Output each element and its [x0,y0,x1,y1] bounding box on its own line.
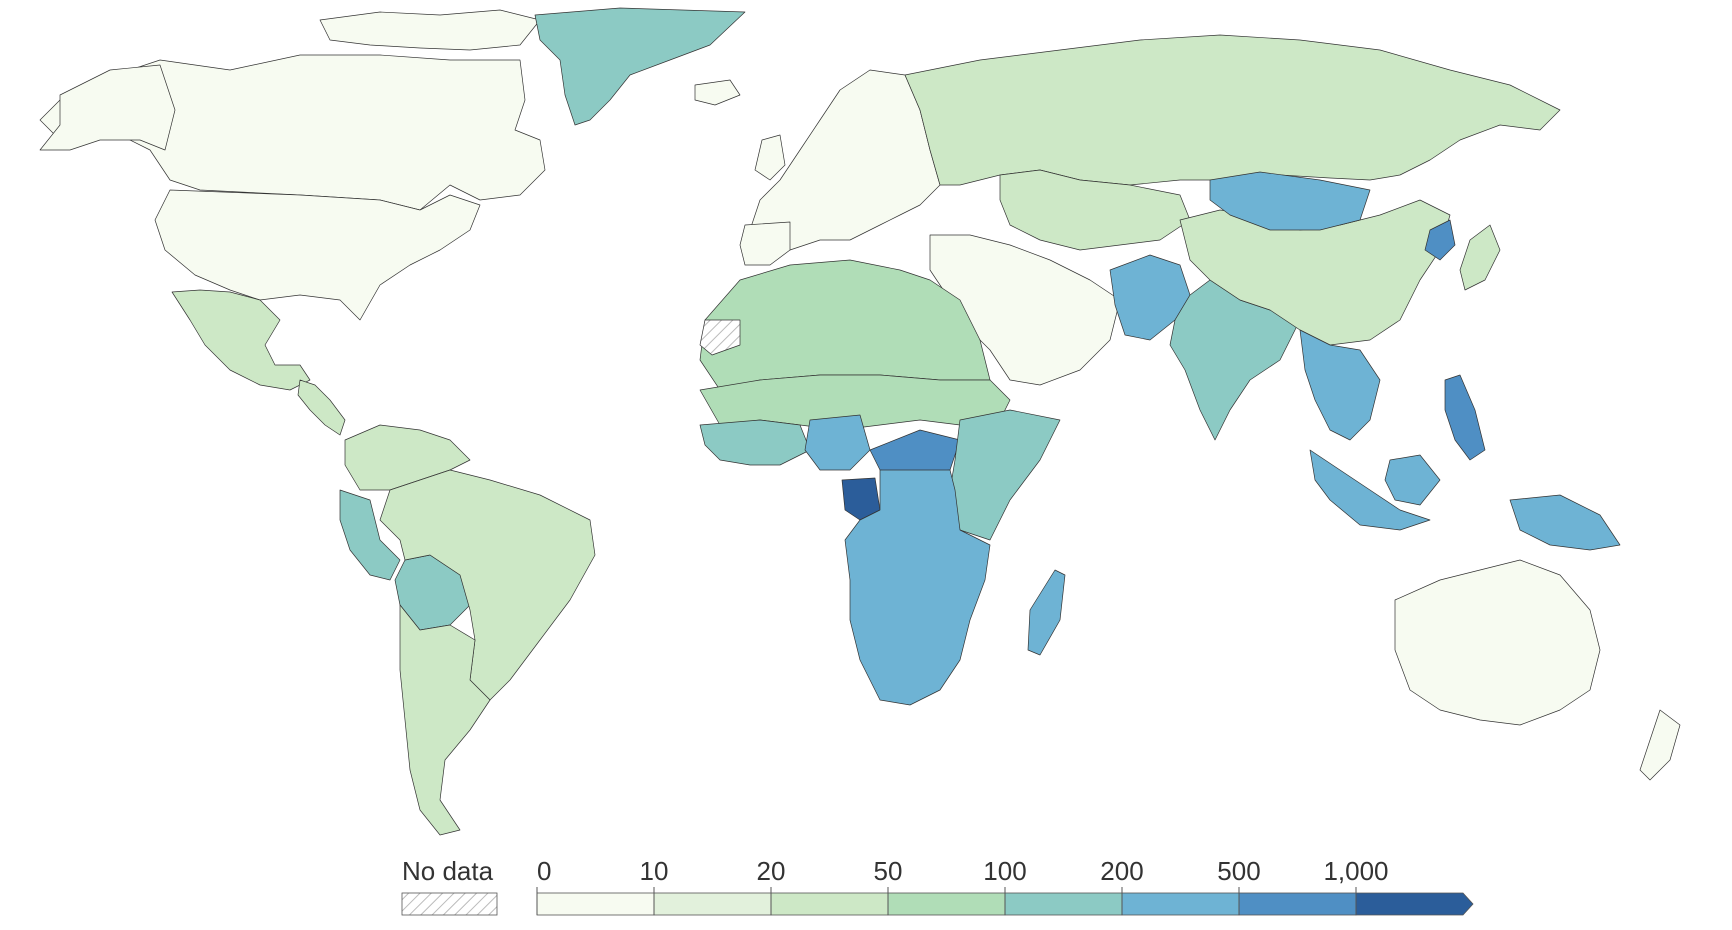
iceland[interactable] [694,79,741,106]
madagascar[interactable] [1027,569,1066,656]
legend-tick-label: 50 [874,856,903,886]
argentina-chile[interactable] [399,604,491,836]
japan[interactable] [1459,224,1501,291]
united-states[interactable] [154,189,481,321]
iberia[interactable] [739,221,791,266]
southern-africa[interactable] [844,469,991,706]
east-africa[interactable] [949,409,1061,541]
legend-tick-label: 10 [640,856,669,886]
legend-bin-7 [1355,892,1474,916]
no-data-label: No data [402,856,494,886]
central-america[interactable] [297,379,346,436]
borneo-sulawesi[interactable] [1384,454,1441,506]
legend-bin-4 [1004,892,1123,916]
no-data-swatch [401,892,498,916]
indonesia[interactable] [1309,449,1431,531]
countries-layer [39,7,1681,836]
papua-new-guinea[interactable] [1509,494,1621,551]
central-african-republic[interactable] [869,429,961,476]
map-legend: No data 0 10 20 50 100 200 500 1,000 [401,856,1474,916]
legend-scale: 0 10 20 50 100 200 500 1,000 [536,856,1474,916]
canada-arctic-islands[interactable] [319,9,541,51]
greenland[interactable] [534,7,746,126]
brazil[interactable] [379,469,596,701]
legend-tick-label: 200 [1100,856,1143,886]
legend-bin-2 [770,892,889,916]
russia[interactable] [904,34,1561,186]
western-sahara[interactable] [699,319,741,356]
west-africa-coast[interactable] [699,419,811,466]
legend-bin-1 [653,892,772,916]
legend-tick-label: 20 [757,856,786,886]
mongolia[interactable] [1209,171,1371,231]
legend-bin-3 [887,892,1006,916]
australia[interactable] [1394,559,1601,726]
new-zealand[interactable] [1639,709,1681,781]
mexico[interactable] [171,289,311,391]
southeast-asia[interactable] [1299,329,1381,441]
legend-bin-5 [1121,892,1240,916]
north-korea[interactable] [1424,219,1456,261]
legend-tick-label: 500 [1217,856,1260,886]
kazakhstan-central-asia[interactable] [999,169,1191,251]
peru[interactable] [339,489,401,581]
legend-tick-label: 0 [537,856,551,886]
legend-bin-6 [1238,892,1357,916]
nigeria[interactable] [804,414,871,471]
legend-tick-label: 1,000 [1323,856,1388,886]
alaska[interactable] [39,64,176,151]
philippines[interactable] [1444,374,1486,461]
legend-bin-0 [536,892,655,916]
legend-tick-label: 100 [983,856,1026,886]
uk-ireland[interactable] [754,134,786,181]
